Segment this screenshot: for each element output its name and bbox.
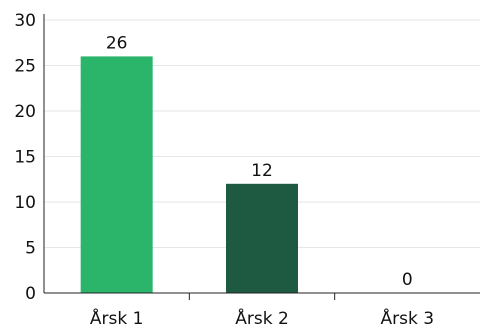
bar-1: [80, 56, 153, 294]
x-tick-label-2: Årsk 2: [235, 307, 289, 328]
x-tick-label-3: Årsk 3: [381, 307, 435, 328]
labels: 0 5 10 15 20 25 30 26 Årsk 1 12 Årsk 2 0 Årsk 3: [14, 11, 434, 328]
y-tick-label-25: 25: [14, 57, 36, 77]
data-label-3: 0: [402, 270, 413, 290]
data-label-2: 12: [251, 161, 273, 181]
y-tick-label-5: 5: [25, 239, 36, 259]
data-label-1: 26: [106, 33, 128, 53]
bars: [80, 56, 298, 294]
y-tick-label-20: 20: [14, 102, 36, 122]
y-tick-label-0: 0: [25, 284, 36, 304]
y-tick-label-30: 30: [14, 11, 36, 31]
y-tick-label-10: 10: [14, 193, 36, 213]
bar-2: [226, 183, 298, 293]
x-tick-label-1: Årsk 1: [90, 307, 144, 328]
axes: [43, 14, 480, 300]
y-tick-label-15: 15: [14, 148, 36, 168]
